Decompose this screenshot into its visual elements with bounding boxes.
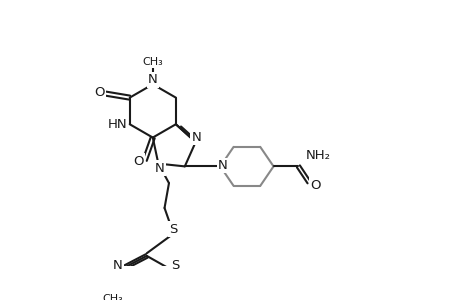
- Text: CH₃: CH₃: [102, 294, 123, 300]
- Text: S: S: [171, 259, 179, 272]
- Text: NH₂: NH₂: [305, 149, 330, 162]
- Text: O: O: [133, 154, 144, 168]
- Text: N: N: [218, 159, 227, 172]
- Text: N: N: [112, 259, 122, 272]
- Text: N: N: [155, 161, 165, 175]
- Text: CH₃: CH₃: [142, 57, 163, 67]
- Text: S: S: [169, 223, 177, 236]
- Text: HN: HN: [107, 118, 127, 131]
- Text: N: N: [191, 131, 201, 144]
- Text: N: N: [148, 74, 157, 86]
- Text: O: O: [309, 178, 320, 191]
- Text: O: O: [94, 86, 105, 99]
